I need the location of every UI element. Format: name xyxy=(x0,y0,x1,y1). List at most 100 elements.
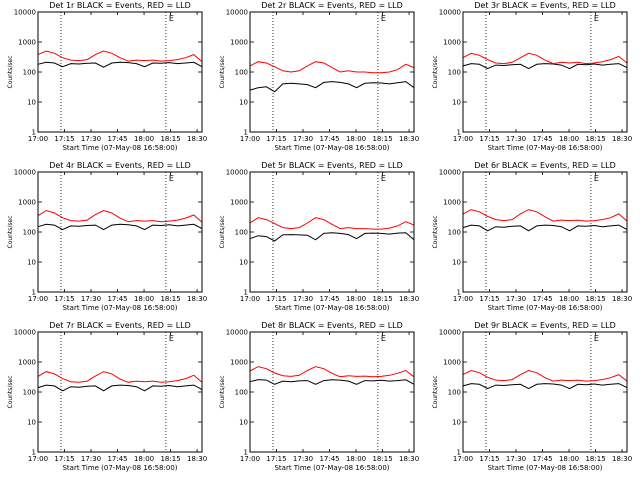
series-line-events xyxy=(37,223,203,231)
y-tick-label: 1000 xyxy=(230,359,248,367)
y-axis-label: Counts/sec xyxy=(219,55,226,88)
x-tick-label: 17:00 xyxy=(28,295,48,303)
y-tick-label: 100 xyxy=(23,229,36,237)
x-tick-label: 18:30 xyxy=(399,295,419,303)
x-tick-label: 17:45 xyxy=(107,455,127,463)
x-tick-label: 17:45 xyxy=(319,455,339,463)
x-tick-label: 17:30 xyxy=(293,295,313,303)
x-tick-label: 18:15 xyxy=(160,455,180,463)
y-tick-label: 100 xyxy=(235,69,248,77)
y-tick-label: 100 xyxy=(448,69,461,77)
x-axis-label: Start Time (07-May-08 16:58:00) xyxy=(62,144,177,152)
detector-panel-1: Det 1r BLACK = Events, RED = LLD Start Ti… xyxy=(7,1,207,152)
flag-label: E xyxy=(594,334,599,343)
panel-title: Det 4r BLACK = Events, RED = LLD xyxy=(49,161,191,170)
series-line-events xyxy=(249,81,415,93)
y-tick-label: 1000 xyxy=(18,359,36,367)
y-tick-label: 10 xyxy=(27,419,36,427)
x-tick-label: 17:45 xyxy=(532,295,552,303)
x-tick-label: 18:00 xyxy=(559,135,579,143)
y-tick-label: 100 xyxy=(23,69,36,77)
x-tick-label: 18:30 xyxy=(187,135,207,143)
flag-label: E xyxy=(169,334,174,343)
x-tick-label: 18:15 xyxy=(372,455,392,463)
x-tick-label: 18:00 xyxy=(559,295,579,303)
x-tick-label: 17:00 xyxy=(28,455,48,463)
x-tick-label: 18:00 xyxy=(134,455,154,463)
series-line-lld xyxy=(462,209,628,222)
x-tick-label: 17:00 xyxy=(453,295,473,303)
flag-label: E xyxy=(594,14,599,23)
x-tick-label: 17:45 xyxy=(532,455,552,463)
x-tick-label: 17:00 xyxy=(453,455,473,463)
detector-panel-4: Det 4r BLACK = Events, RED = LLD Start Ti… xyxy=(7,161,207,312)
y-tick-label: 10000 xyxy=(439,169,461,177)
series-line-lld xyxy=(249,366,415,378)
detector-panel-8: Det 8r BLACK = Events, RED = LLD Start Ti… xyxy=(219,321,419,472)
x-tick-label: 18:15 xyxy=(585,455,605,463)
plot-frame xyxy=(37,11,203,133)
y-tick-label: 10000 xyxy=(226,9,248,17)
x-axis-label: Start Time (07-May-08 16:58:00) xyxy=(274,304,389,312)
y-tick-label: 10000 xyxy=(226,169,248,177)
panel-title: Det 5r BLACK = Events, RED = LLD xyxy=(261,161,403,170)
x-tick-label: 18:15 xyxy=(372,295,392,303)
x-tick-label: 18:30 xyxy=(612,455,632,463)
y-axis-label: Counts/sec xyxy=(7,55,14,88)
x-tick-label: 17:45 xyxy=(532,135,552,143)
y-axis-label: Counts/sec xyxy=(432,375,439,408)
series-line-events xyxy=(37,61,203,68)
plot-frame xyxy=(249,171,415,293)
y-tick-label: 1000 xyxy=(443,39,461,47)
x-tick-label: 18:15 xyxy=(585,295,605,303)
x-tick-label: 18:15 xyxy=(160,295,180,303)
y-tick-label: 10 xyxy=(452,99,461,107)
x-tick-label: 17:45 xyxy=(319,135,339,143)
x-tick-label: 18:00 xyxy=(346,135,366,143)
x-tick-label: 17:30 xyxy=(293,135,313,143)
series-line-lld xyxy=(249,61,415,74)
y-tick-label: 1 xyxy=(32,129,36,137)
panel-title: Det 6r BLACK = Events, RED = LLD xyxy=(474,161,616,170)
x-tick-label: 17:30 xyxy=(506,135,526,143)
x-tick-label: 17:15 xyxy=(54,135,74,143)
flag-label: E xyxy=(169,14,174,23)
series-line-lld xyxy=(462,52,628,65)
y-tick-label: 10 xyxy=(239,259,248,267)
y-axis-label: Counts/sec xyxy=(7,375,14,408)
x-tick-label: 17:30 xyxy=(506,295,526,303)
series-line-events xyxy=(462,224,628,232)
y-tick-label: 1 xyxy=(244,449,248,457)
x-tick-label: 18:00 xyxy=(134,135,154,143)
y-tick-label: 100 xyxy=(448,229,461,237)
x-tick-label: 17:00 xyxy=(240,295,260,303)
y-tick-label: 100 xyxy=(23,389,36,397)
series-line-events xyxy=(462,383,628,390)
x-tick-label: 17:45 xyxy=(107,295,127,303)
flag-label: E xyxy=(594,174,599,183)
y-tick-label: 10 xyxy=(239,99,248,107)
x-axis-label: Start Time (07-May-08 16:58:00) xyxy=(487,144,602,152)
panel-title: Det 1r BLACK = Events, RED = LLD xyxy=(49,1,191,10)
x-tick-label: 17:00 xyxy=(240,455,260,463)
x-tick-label: 17:45 xyxy=(107,135,127,143)
detector-panel-5: Det 5r BLACK = Events, RED = LLD Start Ti… xyxy=(219,161,419,312)
x-axis-label: Start Time (07-May-08 16:58:00) xyxy=(62,304,177,312)
flag-label: E xyxy=(169,174,174,183)
series-line-lld xyxy=(462,369,628,382)
x-axis-label: Start Time (07-May-08 16:58:00) xyxy=(487,304,602,312)
x-tick-label: 17:15 xyxy=(266,455,286,463)
x-axis-label: Start Time (07-May-08 16:58:00) xyxy=(274,464,389,472)
x-tick-label: 17:30 xyxy=(81,295,101,303)
y-tick-label: 1000 xyxy=(443,359,461,367)
y-tick-label: 1 xyxy=(457,129,461,137)
y-tick-label: 1 xyxy=(32,449,36,457)
x-tick-label: 18:00 xyxy=(346,455,366,463)
panel-title: Det 3r BLACK = Events, RED = LLD xyxy=(474,1,616,10)
x-tick-label: 18:30 xyxy=(612,295,632,303)
x-tick-label: 17:30 xyxy=(81,455,101,463)
y-axis-label: Counts/sec xyxy=(7,215,14,248)
x-axis-label: Start Time (07-May-08 16:58:00) xyxy=(487,464,602,472)
detector-panel-6: Det 6r BLACK = Events, RED = LLD Start Ti… xyxy=(432,161,632,312)
